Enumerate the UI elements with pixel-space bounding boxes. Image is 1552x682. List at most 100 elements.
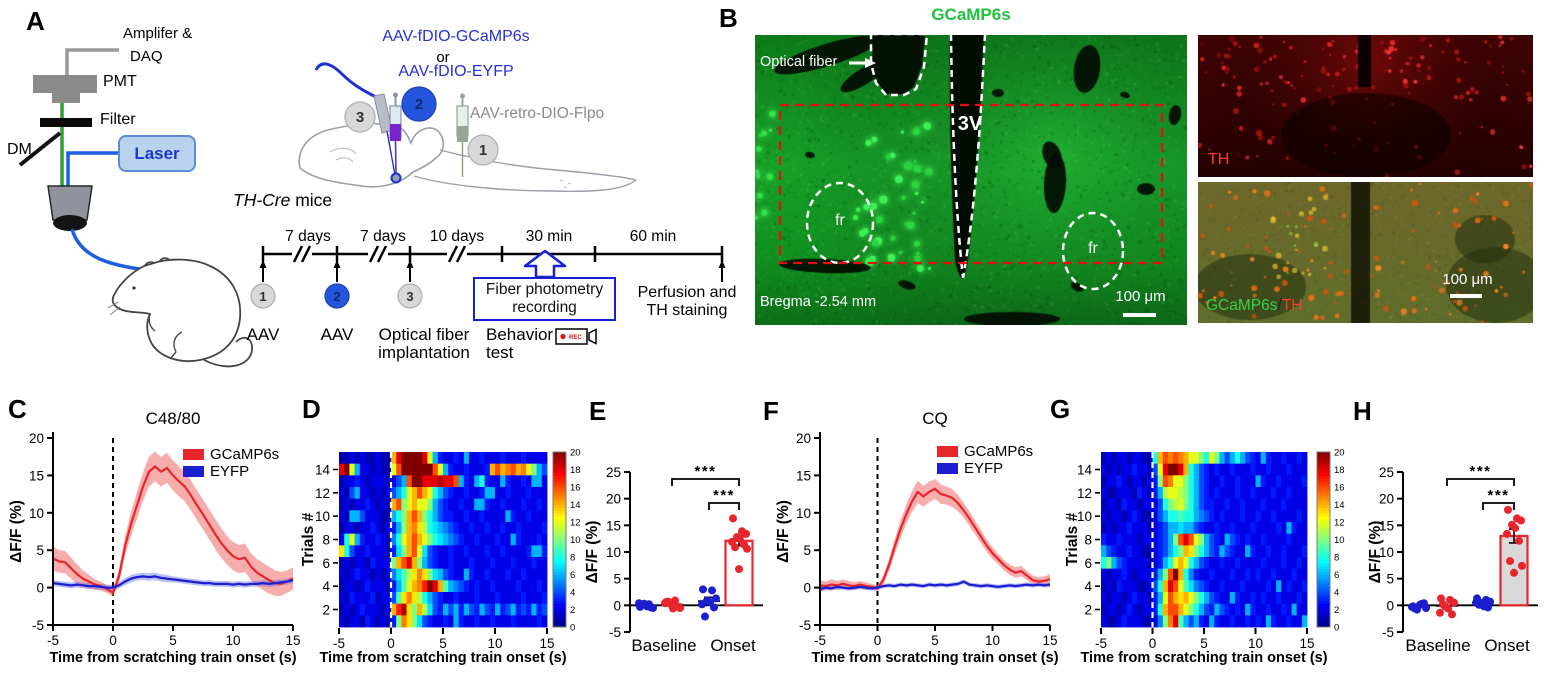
photometry-rig-diagram	[18, 48, 149, 272]
svg-text:5: 5	[1386, 572, 1394, 587]
svg-text:20: 20	[1334, 448, 1345, 459]
panel-label-d: D	[302, 394, 321, 424]
svg-text:0: 0	[1386, 598, 1394, 613]
svg-text:5: 5	[931, 633, 939, 648]
svg-text:15: 15	[539, 636, 554, 651]
svg-text:6: 6	[570, 570, 575, 581]
svg-text:20: 20	[606, 492, 621, 507]
svg-text:Trials #: Trials #	[300, 512, 317, 566]
svg-text:15: 15	[29, 468, 44, 483]
svg-text:-5: -5	[47, 633, 59, 648]
svg-text:4: 4	[1084, 579, 1092, 594]
arrow-icon	[865, 58, 876, 68]
dm-label: DM	[7, 141, 32, 158]
svg-text:Time from scratching train ons: Time from scratching train onset (s)	[49, 650, 296, 666]
gcamp-title: GCaMP6s	[931, 5, 1011, 24]
merge-label-sep: /	[1277, 297, 1282, 314]
svg-text:Onset: Onset	[710, 636, 756, 655]
svg-text:C48/80: C48/80	[146, 409, 201, 428]
svg-text:ΔF/F (%): ΔF/F (%)	[775, 500, 792, 563]
svg-text:8: 8	[1084, 533, 1092, 548]
svg-text:16: 16	[1334, 483, 1345, 494]
svg-text:1: 1	[259, 289, 266, 304]
panel-label-a: A	[26, 6, 45, 36]
laser-box: Laser	[118, 135, 196, 172]
chart-H: -5 0 5 10 15 20 25 ΔF/F (%) *** *** Baseline Onset	[1367, 463, 1538, 655]
perfusion-label-line1: Perfusion and	[637, 284, 737, 301]
chart-D: -5 0 5 10 15 2 4 6 8 10 12 14 Time from scratching t…	[300, 448, 581, 667]
svg-text:5: 5	[439, 636, 447, 651]
svg-text:REC: REC	[569, 335, 582, 341]
svg-text:0: 0	[613, 598, 621, 613]
svg-text:12: 12	[570, 518, 581, 529]
svg-text:3: 3	[356, 109, 364, 126]
svg-text:6: 6	[1084, 556, 1092, 571]
svg-text:6: 6	[322, 556, 330, 571]
svg-text:15: 15	[1299, 636, 1314, 651]
svg-text:***: ***	[1487, 487, 1509, 504]
mouse-sketch	[107, 257, 253, 368]
panel-label-f: F	[763, 396, 779, 426]
svg-text:2: 2	[415, 96, 423, 113]
svg-text:14: 14	[315, 463, 331, 478]
svg-text:ΔF/F (%): ΔF/F (%)	[8, 500, 25, 563]
svg-text:Time from scratching train ons: Time from scratching train onset (s)	[811, 650, 1058, 666]
svg-text:GCaMP6s: GCaMP6s	[210, 446, 279, 463]
merge-label-red: TH	[1281, 297, 1303, 314]
svg-text:15: 15	[285, 633, 300, 648]
mouse-line-label: TH-Cre mice	[233, 191, 332, 209]
brain-sketch: 3 2 1	[298, 62, 637, 192]
fr-label-right: fr	[1088, 240, 1098, 257]
fr-outline-left	[805, 181, 875, 265]
event-fiber-label-line2: implantation	[378, 343, 470, 362]
th-label: TH	[1208, 151, 1230, 168]
svg-text:10: 10	[225, 633, 240, 648]
panel-label-c: C	[8, 394, 27, 424]
event-aav1-label: AAV	[246, 325, 280, 344]
merge-label: GCaMP6s/TH	[1206, 297, 1303, 314]
svg-text:Time from scratching train ons: Time from scratching train onset (s)	[319, 650, 566, 666]
pmt-label: PMT	[103, 73, 137, 90]
chart-G: -5 0 5 10 15 2 4 6 8 10 12 14 Time from scratching t…	[1064, 448, 1345, 667]
svg-text:Baseline: Baseline	[631, 636, 696, 655]
svg-text:10: 10	[315, 509, 330, 524]
event-fiber-label-line1: Optical fiber	[378, 325, 470, 344]
svg-text:0: 0	[803, 581, 811, 596]
virus-retro-label: AAV-retro-DIO-Flpo	[470, 105, 605, 122]
svg-text:5: 5	[1200, 636, 1208, 651]
fiber-photometry-box: Fiber photometry recording	[473, 277, 616, 321]
svg-text:4: 4	[570, 588, 575, 599]
svg-text:15: 15	[1379, 518, 1394, 533]
svg-text:10: 10	[985, 633, 1000, 648]
svg-text:0: 0	[874, 633, 882, 648]
svg-text:5: 5	[613, 572, 621, 587]
virus2-label: AAV-fDIO-EYFP	[398, 63, 514, 80]
svg-text:2: 2	[1084, 603, 1092, 618]
svg-text:Baseline: Baseline	[1405, 636, 1470, 655]
amplifier-daq-label-line2: DAQ	[130, 48, 163, 65]
behavior-label-line2: test	[486, 343, 514, 362]
svg-text:14: 14	[1077, 463, 1093, 478]
mouse-line-italic: TH-Cre	[233, 190, 291, 210]
svg-text:12: 12	[1334, 518, 1345, 529]
interval-30min: 30 min	[525, 228, 573, 245]
fp-box-line1: Fiber photometry	[485, 281, 604, 298]
fr-label-left: fr	[835, 212, 845, 229]
svg-text:Onset: Onset	[1484, 636, 1530, 655]
svg-text:0: 0	[36, 581, 44, 596]
chart-C: C48/80 -5 0 5 10 15 20 -5 0 5 10 15 Time from scratc…	[8, 409, 301, 666]
scalebar-main	[1123, 313, 1156, 317]
svg-text:-5: -5	[609, 625, 621, 640]
objective-icon	[47, 185, 93, 221]
interval-60min: 60 min	[629, 228, 677, 245]
svg-text:4: 4	[322, 579, 330, 594]
svg-text:10: 10	[487, 636, 502, 651]
fp-box-line2: recording	[512, 299, 577, 316]
svg-text:10: 10	[1077, 509, 1092, 524]
or-label: or	[436, 49, 450, 66]
svg-text:5: 5	[803, 543, 811, 558]
svg-text:2: 2	[333, 289, 340, 304]
svg-text:15: 15	[606, 518, 621, 533]
